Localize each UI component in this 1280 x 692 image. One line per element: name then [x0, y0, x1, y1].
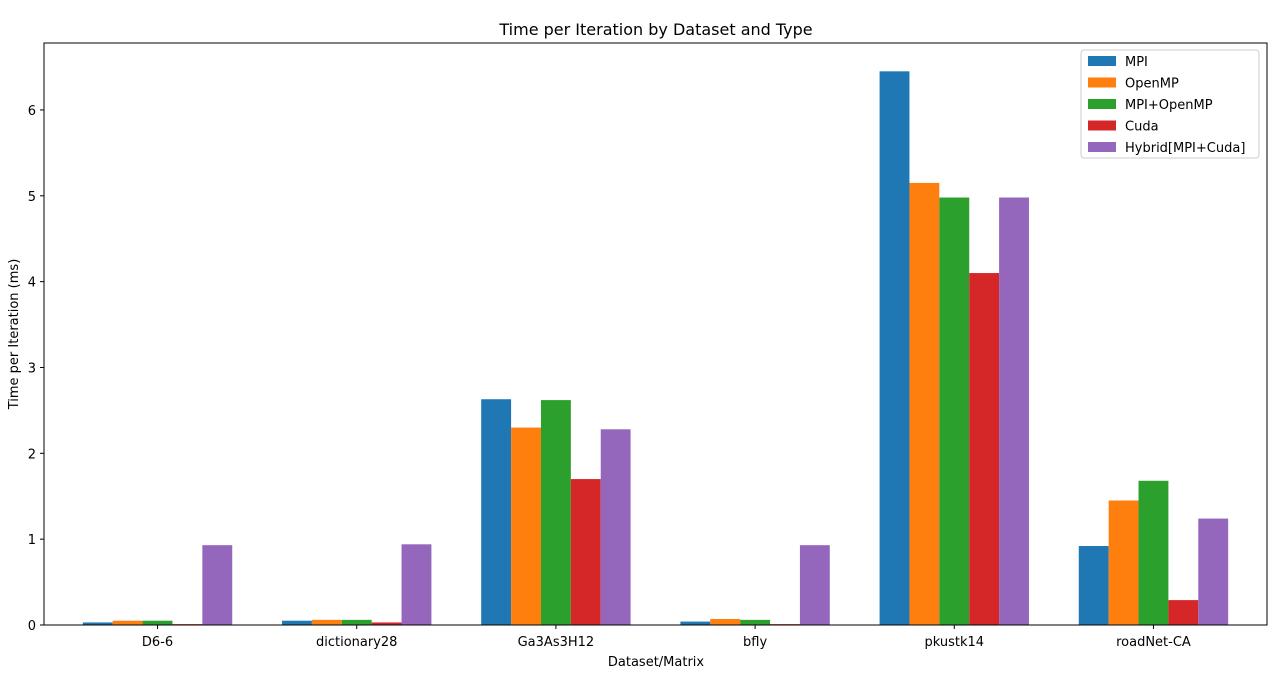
- legend-swatch: [1088, 77, 1116, 88]
- x-tick-label: D6-6: [142, 635, 173, 650]
- legend-label: Hybrid[MPI+Cuda]: [1125, 141, 1245, 156]
- y-tick-label: 0: [28, 619, 36, 634]
- bar: [939, 197, 970, 625]
- y-tick-label: 2: [28, 447, 36, 462]
- bar: [282, 620, 312, 625]
- bar: [112, 620, 143, 625]
- bar: [1168, 600, 1199, 625]
- axes-frame: [43, 42, 1268, 626]
- x-tick-label: Ga3As3H12: [518, 635, 595, 650]
- bar: [999, 197, 1029, 625]
- legend-swatch: [1088, 56, 1116, 66]
- bar: [710, 618, 741, 625]
- bar: [540, 400, 571, 625]
- legend: MPI OpenMP MPI+OpenMP Cuda Hybrid[MPI+Cuda]: [1080, 49, 1260, 159]
- x-tick-label: roadNet-CA: [1116, 635, 1191, 650]
- legend-swatch: [1088, 99, 1116, 109]
- x-tick-label: bfly: [743, 635, 767, 650]
- bar: [142, 620, 173, 625]
- bar: [799, 545, 830, 625]
- legend-label: MPI: [1125, 55, 1148, 70]
- bar: [600, 429, 631, 625]
- bar: [1108, 500, 1139, 625]
- bar: [680, 621, 711, 625]
- bar: [202, 545, 233, 625]
- bar: [1198, 518, 1229, 625]
- bar: [1078, 546, 1109, 625]
- legend-label: OpenMP: [1125, 77, 1179, 92]
- x-tick-label: dictionary28: [316, 635, 397, 650]
- legend-box: [1080, 49, 1260, 159]
- legend-label: Cuda: [1125, 120, 1159, 135]
- bar: [1138, 480, 1169, 625]
- y-axis-label: Time per Iteration (ms): [7, 259, 22, 411]
- bar: [511, 427, 541, 625]
- legend-label: MPI+OpenMP: [1125, 98, 1213, 113]
- bar: [909, 182, 940, 625]
- y-tick-label: 6: [28, 104, 36, 119]
- bar: [969, 273, 1000, 625]
- bar: [371, 622, 402, 625]
- bar: [481, 399, 512, 625]
- x-axis-label: Dataset/Matrix: [608, 655, 705, 670]
- x-tick-label: pkustk14: [924, 635, 984, 650]
- plot-area: D6-6 dictionary28 Ga3As3H12 bfly pkustk14 roa…: [28, 42, 1268, 650]
- bar: [341, 619, 372, 625]
- legend-swatch: [1088, 142, 1116, 152]
- bar: [311, 619, 342, 625]
- bar: [401, 544, 432, 625]
- bar: [82, 622, 113, 625]
- y-tick-label: 4: [28, 276, 36, 291]
- y-tick-label: 3: [28, 361, 36, 376]
- legend-swatch: [1088, 120, 1116, 131]
- bar: [879, 71, 910, 625]
- y-tick-label: 5: [28, 190, 36, 205]
- bar: [570, 479, 601, 625]
- y-tick-label: 1: [28, 533, 36, 548]
- chart-title: Time per Iteration by Dataset and Type: [498, 20, 812, 39]
- bar: [740, 619, 771, 625]
